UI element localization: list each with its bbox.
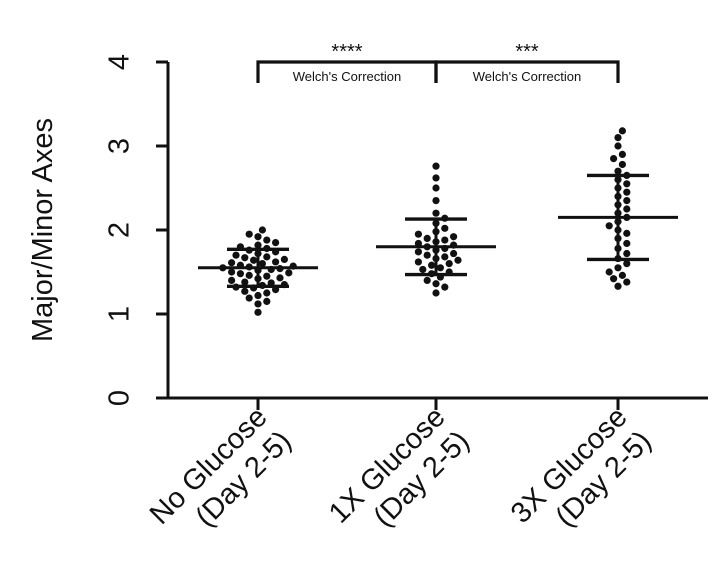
data-point <box>432 174 440 182</box>
data-point <box>423 251 431 259</box>
data-point <box>423 276 431 284</box>
data-point <box>432 162 440 170</box>
data-point <box>241 254 249 262</box>
data-point <box>614 142 622 150</box>
data-point <box>254 291 262 300</box>
data-point <box>623 197 631 205</box>
data-point <box>614 264 622 272</box>
data-point <box>414 230 422 238</box>
data-point <box>623 205 631 213</box>
data-point <box>254 233 262 241</box>
data-point <box>241 287 249 295</box>
mean-sd-bars <box>198 173 678 288</box>
data-point <box>450 249 458 258</box>
y-tick-label: 4 <box>104 54 136 70</box>
data-point <box>228 259 236 267</box>
data-point <box>432 197 440 205</box>
data-point <box>428 261 436 269</box>
data-point <box>445 260 453 268</box>
data-point <box>263 289 271 297</box>
data-point <box>610 155 618 163</box>
x-tick-label: 3X Glucose(Day 2-5) <box>505 401 658 533</box>
x-tick-label: No Glucose(Day 2-5) <box>144 401 298 533</box>
data-point <box>272 239 280 247</box>
data-point <box>441 236 449 244</box>
significance-note: Welch's Correction <box>293 69 401 84</box>
y-axis-title: Major/Minor Axes <box>27 118 59 342</box>
data-point <box>618 150 627 158</box>
data-point <box>436 264 444 272</box>
data-point <box>614 134 622 142</box>
data-point <box>285 269 293 277</box>
data-point <box>245 230 253 238</box>
data-point <box>258 226 266 234</box>
data-point <box>605 222 613 230</box>
y-tick-label: 1 <box>104 306 136 322</box>
data-point <box>454 256 462 264</box>
data-point <box>441 283 449 291</box>
significance-brackets: **** Welch's Correction *** Welch's Correct… <box>256 41 620 84</box>
data-point <box>432 184 440 192</box>
data-point <box>414 258 422 266</box>
data-point <box>623 180 631 188</box>
data-point <box>272 258 280 266</box>
data-point <box>623 229 631 237</box>
data-point <box>254 241 262 249</box>
data-point <box>254 308 262 316</box>
significance-stars: **** <box>331 41 362 63</box>
x-tick-labels: No Glucose(Day 2-5) 1X Glucose(Day 2-5) 3X… <box>144 401 658 533</box>
data-point <box>245 271 253 279</box>
x-tick-label: 1X Glucose(Day 2-5) <box>323 401 476 533</box>
data-point <box>432 280 440 288</box>
data-point <box>250 256 258 264</box>
data-point <box>414 239 422 248</box>
data-point <box>228 276 236 284</box>
x-ticks <box>256 398 620 410</box>
data-point <box>441 253 449 261</box>
y-tick-label: 0 <box>104 390 136 406</box>
data-point <box>441 224 449 232</box>
data-point <box>623 188 631 196</box>
data-point <box>263 236 271 244</box>
significance-note: Welch's Correction <box>473 69 581 84</box>
data-point <box>263 272 271 280</box>
significance-stars: *** <box>515 41 539 63</box>
significance-bracket <box>434 60 620 83</box>
data-point <box>276 274 284 282</box>
data-point <box>280 255 288 263</box>
data-point <box>623 239 631 248</box>
data-point <box>228 268 236 276</box>
y-ticks: 0 1 2 3 4 <box>104 54 168 406</box>
data-point <box>432 209 440 217</box>
data-point <box>414 248 422 256</box>
data-point <box>236 270 244 278</box>
data-point <box>263 253 271 261</box>
data-point <box>450 233 458 241</box>
data-point <box>241 278 249 286</box>
data-point <box>605 268 613 276</box>
y-tick-label: 3 <box>104 138 136 154</box>
data-point <box>432 289 440 297</box>
data-point <box>258 260 266 268</box>
y-tick-label: 2 <box>104 222 136 238</box>
data-point <box>263 297 271 305</box>
data-point <box>245 294 253 302</box>
data-point <box>614 282 622 290</box>
data-point <box>614 167 622 175</box>
data-point <box>623 260 631 268</box>
data-point <box>618 271 627 279</box>
data-point <box>618 160 627 169</box>
data-point <box>618 127 627 135</box>
data-point <box>423 234 431 242</box>
data-point <box>623 249 631 258</box>
data-point <box>254 300 262 308</box>
data-point <box>419 265 427 274</box>
data-point <box>610 275 618 283</box>
data-point <box>623 278 631 286</box>
data-point <box>232 251 240 259</box>
